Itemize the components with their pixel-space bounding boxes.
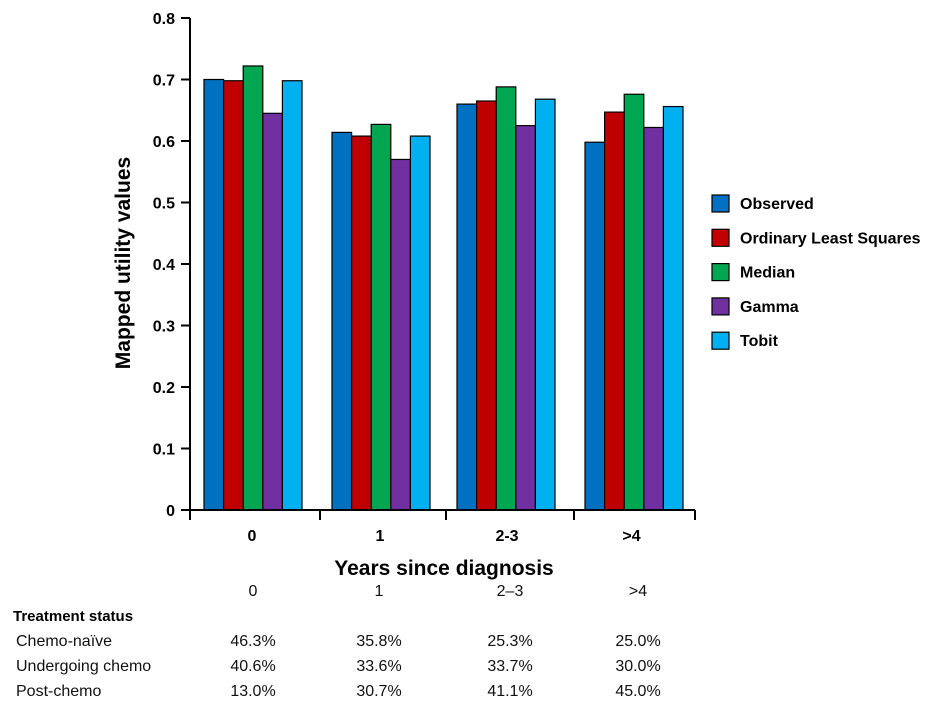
table-cell: 25.3% (487, 633, 533, 650)
bar (456, 103, 478, 511)
y-axis: 0 0.1 0.2 0.3 0.4 0.5 0.6 0.7 0.8 (153, 11, 191, 520)
table-column-header: 0 (248, 583, 258, 600)
bar (281, 80, 303, 511)
treatment-status-table: 0 1 2–3 >4 Treatment status Chemo-naïve … (0, 583, 935, 708)
plot-area (203, 65, 684, 511)
y-tick-label: 0 (166, 503, 175, 520)
bar (534, 98, 556, 511)
table-cell: 25.0% (615, 633, 661, 650)
y-tick-label: 0.1 (153, 442, 175, 459)
bar (603, 111, 625, 511)
bar (476, 100, 497, 511)
legend-swatch (711, 263, 730, 282)
table-cell: 40.6% (230, 658, 276, 675)
y-tick-label: 0.8 (153, 11, 175, 28)
table-cell: 46.3% (230, 633, 276, 650)
table-row: Undergoing chemo 40.6% 33.6% 33.7% 30.0% (0, 658, 935, 683)
table-cell: 13.0% (230, 683, 276, 700)
y-tick-label: 0.4 (153, 257, 175, 274)
bar (409, 135, 431, 511)
bar (203, 78, 225, 511)
bar (495, 86, 517, 511)
table-cell: 35.8% (356, 633, 402, 650)
table-cell: 30.0% (615, 658, 661, 675)
y-tick-label: 0.5 (153, 196, 175, 213)
row-label: Chemo-naïve (16, 633, 113, 650)
bar (223, 80, 244, 511)
bar (662, 105, 684, 511)
bar (370, 123, 392, 511)
legend-swatch (711, 331, 730, 350)
legend-label: Median (740, 265, 795, 282)
x-tick-label: 0 (248, 528, 257, 545)
x-tick-label: >4 (622, 528, 640, 545)
bar (390, 158, 411, 511)
bar (643, 126, 664, 511)
x-tick-label: 1 (376, 528, 385, 545)
table-cell: 45.0% (615, 683, 661, 700)
legend-label: Tobit (740, 333, 779, 350)
treatment-status-label: Treatment status (13, 608, 134, 625)
bar (515, 125, 536, 511)
y-tick-label: 0.3 (153, 319, 175, 336)
table-column-header: 1 (374, 583, 384, 600)
bar (262, 112, 283, 511)
bar (584, 141, 606, 511)
table-cell: 30.7% (356, 683, 402, 700)
row-label: Undergoing chemo (16, 658, 152, 675)
bar (623, 93, 645, 511)
legend-label: Observed (740, 196, 814, 213)
table-section-row: Treatment status (0, 608, 935, 633)
legend-swatch (711, 297, 730, 316)
legend-label: Ordinary Least Squares (740, 230, 921, 247)
x-axis: 0 1 2-3 >4 (189, 509, 696, 545)
table-column-header: >4 (628, 583, 648, 600)
table-header-row: 0 1 2–3 >4 (0, 583, 935, 608)
bar (242, 65, 264, 511)
bar-chart: 0 0.1 0.2 0.3 0.4 0.5 0.6 0.7 0.8 0 1 2-3 >4 Mapped… (112, 11, 921, 580)
y-tick-label: 0.7 (153, 73, 175, 90)
legend-label: Gamma (740, 299, 799, 316)
bar (351, 135, 372, 511)
y-tick-label: 0.2 (153, 380, 175, 397)
legend-swatch (711, 228, 730, 247)
legend-swatch (711, 194, 730, 213)
table-row: Chemo-naïve 46.3% 35.8% 25.3% 25.0% (0, 633, 935, 658)
legend: Observed Ordinary Least Squares Median Gamm… (711, 194, 921, 350)
y-axis-title: Mapped utility values (112, 157, 135, 369)
table-cell: 33.6% (356, 658, 402, 675)
y-tick-label: 0.6 (153, 134, 175, 151)
table-row: Post-chemo 13.0% 30.7% 41.1% 45.0% (0, 683, 935, 708)
table-cell: 41.1% (487, 683, 533, 700)
x-tick-label: 2-3 (495, 528, 518, 545)
row-label: Post-chemo (16, 683, 102, 700)
table-column-header: 2–3 (496, 583, 524, 600)
table-cell: 33.7% (487, 658, 533, 675)
x-axis-title: Years since diagnosis (334, 557, 553, 580)
bar (331, 131, 353, 511)
